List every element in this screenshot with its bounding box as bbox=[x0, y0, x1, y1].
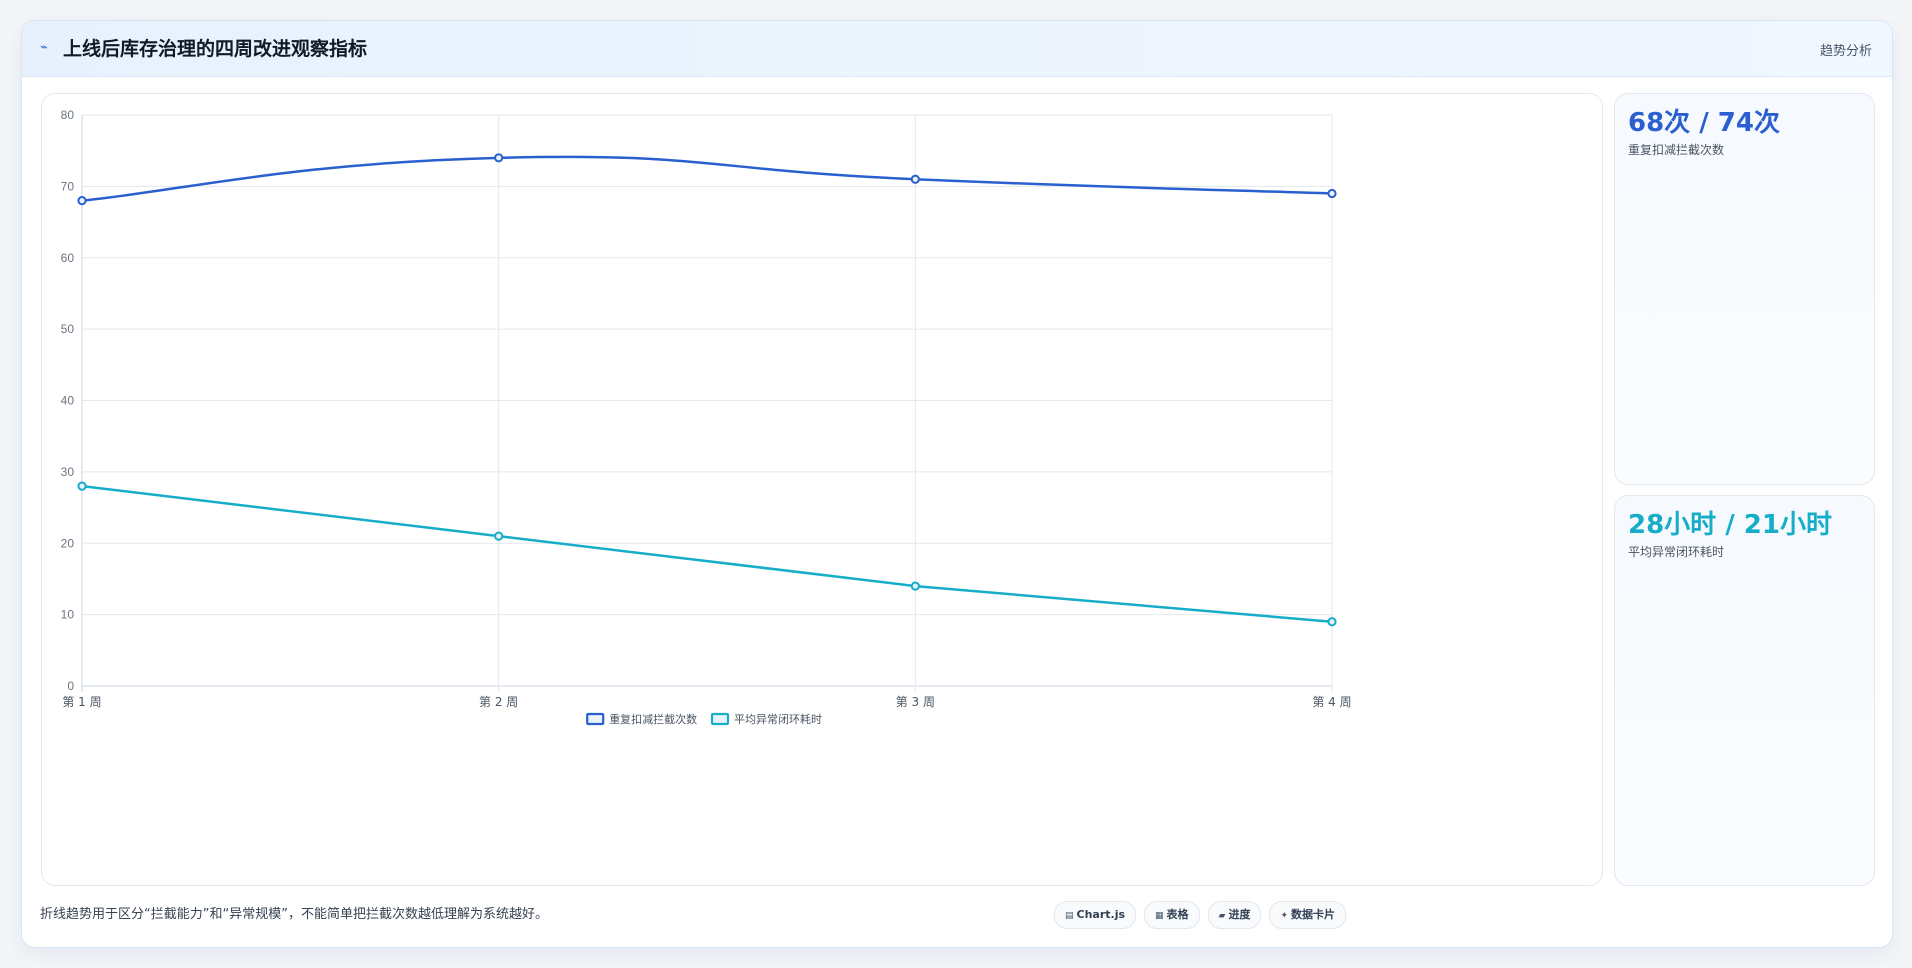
data-point bbox=[910, 581, 920, 591]
stat-label: 平均异常闭环耗时 bbox=[1628, 545, 1725, 559]
y-tick-label: 10 bbox=[61, 608, 75, 622]
chip-data-card[interactable]: ✦ 数据卡片 bbox=[1269, 901, 1347, 929]
analysis-type-tag: 趋势分析 bbox=[1819, 44, 1872, 59]
stat-card-closure-time: 28小时 / 21小时 平均异常闭环耗时 bbox=[1614, 495, 1875, 886]
data-point bbox=[1327, 188, 1337, 199]
chip-table[interactable]: ▦ 表格 bbox=[1144, 901, 1200, 929]
chip-label: 表格 bbox=[1166, 908, 1189, 921]
y-tick-label: 70 bbox=[61, 179, 75, 193]
stat-label: 重复扣减拦截次数 bbox=[1628, 143, 1725, 157]
chart-icon: ▤ bbox=[1065, 911, 1074, 921]
trend-line-icon: ⌁ bbox=[40, 40, 48, 55]
legend-swatch bbox=[586, 712, 605, 726]
y-tick-label: 80 bbox=[61, 108, 75, 122]
chip-progress[interactable]: ▰ 进度 bbox=[1207, 901, 1262, 929]
legend-swatch bbox=[710, 712, 730, 726]
legend-label: 重复扣减拦截次数 bbox=[609, 712, 697, 726]
metrics-card: ⌁ 上线后库存治理的四周改进观察指标 趋势分析 0 10 20 30 40 50 60 70 8… bbox=[21, 20, 1893, 948]
stat-card-interceptions: 68次 / 74次 重复扣减拦截次数 bbox=[1614, 93, 1875, 485]
x-tick-label: 第 2 周 bbox=[479, 695, 518, 709]
y-tick-label: 0 bbox=[67, 679, 74, 693]
data-point bbox=[1327, 617, 1337, 627]
x-tick-label: 第 4 周 bbox=[1312, 695, 1351, 709]
x-tick-label: 第 1 周 bbox=[62, 695, 101, 709]
data-point bbox=[494, 531, 504, 541]
table-icon: ▦ bbox=[1155, 911, 1164, 921]
y-tick-label: 50 bbox=[61, 322, 75, 336]
card-title: 上线后库存治理的四周改进观察指标 bbox=[63, 38, 368, 60]
data-point bbox=[910, 174, 920, 184]
stat-value: 68次 / 74次 bbox=[1628, 108, 1780, 138]
series-line-2 bbox=[81, 484, 1333, 624]
line-chart: 0 10 20 30 40 50 60 70 80 第 1 周 第 2 周 第 3 周 第 4 周重复扣… bbox=[41, 93, 1603, 886]
footnote: 折线趋势用于区分“拦截能力”和“异常规模”，不能简单把拦截次数越低理解为系统越好… bbox=[40, 907, 548, 922]
chip-label: 数据卡片 bbox=[1291, 908, 1336, 921]
y-tick-label: 40 bbox=[61, 394, 75, 408]
chip-chartjs[interactable]: ▤ Chart.js bbox=[1054, 901, 1137, 929]
stat-value: 28小时 / 21小时 bbox=[1628, 510, 1832, 540]
series-line-1 bbox=[81, 155, 1333, 202]
data-point bbox=[77, 196, 87, 206]
progress-icon: ▰ bbox=[1218, 911, 1226, 921]
x-tick-label: 第 3 周 bbox=[896, 695, 935, 709]
data-point bbox=[494, 153, 504, 163]
chart-svg: 0 10 20 30 40 50 60 70 80 第 1 周 第 2 周 第 3 周 第 4 周重复扣… bbox=[61, 108, 1352, 726]
card-icon: ✦ bbox=[1280, 911, 1289, 921]
y-tick-label: 60 bbox=[61, 251, 75, 265]
tech-chips: ▤ Chart.js ▦ 表格 ▰ 进度 ✦ 数据卡片 bbox=[1054, 901, 1347, 929]
chip-label: Chart.js bbox=[1076, 908, 1126, 921]
y-tick-label: 20 bbox=[61, 536, 75, 550]
legend-label: 平均异常闭环耗时 bbox=[734, 713, 822, 726]
data-point bbox=[77, 481, 87, 491]
card-header: ⌁ 上线后库存治理的四周改进观察指标 趋势分析 bbox=[22, 21, 1892, 77]
y-tick-label: 30 bbox=[61, 465, 75, 479]
chip-label: 进度 bbox=[1228, 908, 1251, 921]
